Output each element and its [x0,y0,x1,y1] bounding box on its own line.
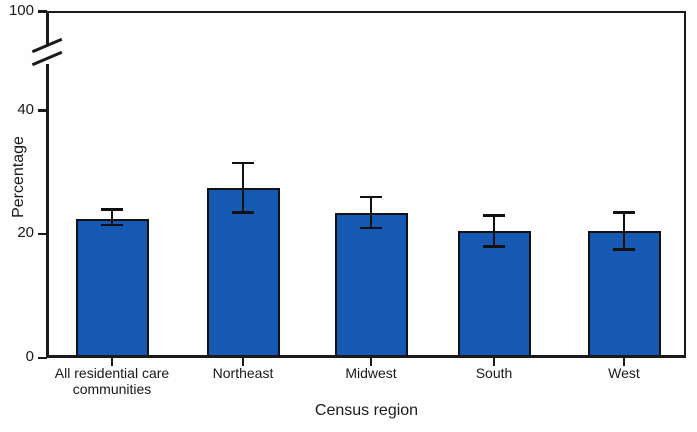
x-label-south: South [475,365,513,381]
x-axis-title: Census region [314,402,419,419]
bar-south [457,231,531,355]
error-bar-cap-bottom-south [483,245,505,248]
y-tick-label-40: 40 [17,100,34,118]
plot-area [47,11,686,358]
error-bar-line-midwest [369,197,373,229]
x-label-west: West [608,365,640,381]
y-tick-20 [38,232,47,236]
error-bar-cap-top-all-residential-care-communities [101,208,123,211]
bar-northeast [206,188,280,355]
y-axis-title: Percentage [10,136,27,218]
error-bar-line-south [492,215,496,247]
y-axis-line-lower-segment [46,64,49,358]
x-tick-northeast [241,358,245,366]
error-bar-cap-bottom-midwest [360,226,382,230]
error-bar-cap-bottom-west [613,248,635,251]
y-tick-40 [38,109,47,112]
error-bar-cap-bottom-all-residential-care-communities [101,223,123,227]
x-tick-all-residential-care-communities [110,358,114,366]
x-tick-midwest [369,358,373,366]
bar-west [587,231,661,355]
x-label-all-residential-care-communities: All residential care communities [54,365,170,397]
error-bar-line-northeast [241,163,245,213]
y-axis-line-upper-segment [46,11,49,46]
error-bar-cap-top-midwest [360,195,382,199]
error-bar-line-west [622,212,626,250]
error-bar-cap-top-west [613,211,635,214]
x-tick-west [622,358,626,366]
x-tick-south [492,358,496,366]
error-bar-cap-bottom-northeast [232,211,254,214]
error-bar-cap-top-south [483,214,505,217]
error-bar-line-all-residential-care-communities [110,209,114,226]
y-tick-label-0: 0 [25,348,34,365]
x-label-midwest: Midwest [345,365,397,381]
bar-midwest [334,212,408,355]
bar-all-residential-care-communities [75,219,149,355]
y-tick-100 [38,10,47,13]
y-tick-label-100: 100 [8,2,34,19]
y-tick-label-20: 20 [17,224,34,242]
error-bar-cap-top-northeast [232,161,254,165]
y-tick-0 [38,356,47,359]
x-label-northeast: Northeast [212,365,274,381]
